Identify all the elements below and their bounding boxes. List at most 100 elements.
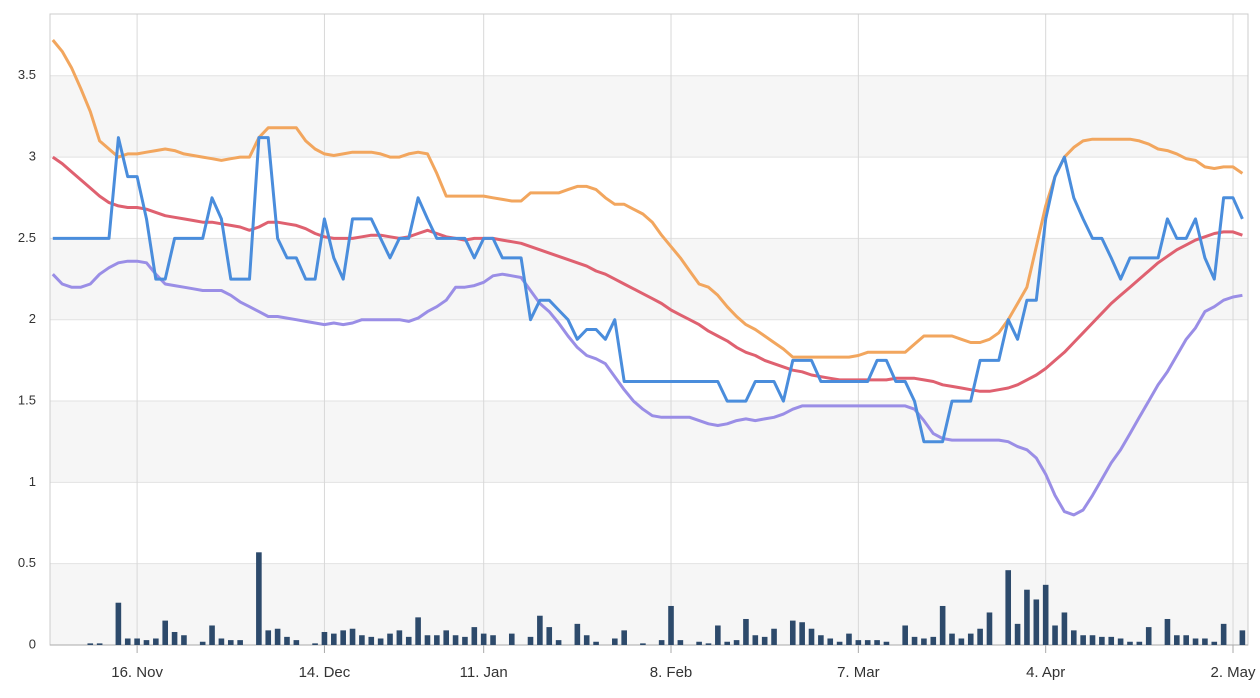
volume-bar xyxy=(209,625,215,645)
x-tick-label: 11. Jan xyxy=(460,664,508,681)
volume-bar xyxy=(237,640,243,645)
volume-bar xyxy=(181,635,187,645)
series-line xyxy=(51,259,1243,517)
volume-bar xyxy=(789,620,796,645)
volume-bar xyxy=(930,636,937,645)
volume-bar xyxy=(612,638,618,645)
volume-bar xyxy=(733,640,740,645)
volume-bar xyxy=(902,625,908,645)
volume-bar xyxy=(808,628,815,645)
volume-bar xyxy=(340,630,346,645)
volume-bar xyxy=(761,636,768,645)
volume-bar xyxy=(574,623,581,645)
volume-bar xyxy=(855,640,862,645)
volume-bar xyxy=(583,635,590,645)
y-tick-label: 2 xyxy=(29,311,36,326)
volume-bar xyxy=(921,638,927,645)
volume-bar xyxy=(799,622,805,645)
volume-bar xyxy=(874,640,880,645)
y-tick-label: 0 xyxy=(29,636,36,651)
volume-bar xyxy=(1211,641,1218,645)
volume-bar xyxy=(171,631,178,645)
volume-bar xyxy=(1052,625,1058,645)
x-tick-label: 7. Mar xyxy=(837,664,880,681)
volume-bar xyxy=(349,628,356,645)
y-tick-label: 3.5 xyxy=(18,67,36,82)
volume-bar xyxy=(1127,641,1133,645)
plot-band xyxy=(50,563,1248,645)
volume-bar xyxy=(87,643,94,645)
volume-bar xyxy=(134,638,140,645)
volume-bar xyxy=(265,630,272,645)
volume-bar xyxy=(1174,635,1180,645)
volume-bar xyxy=(405,636,412,645)
volume-bar xyxy=(452,635,459,645)
volume-bar xyxy=(377,638,384,645)
volume-bar xyxy=(715,625,721,645)
volume-bar xyxy=(143,640,150,645)
volume-bar xyxy=(256,552,262,645)
volume-bar xyxy=(743,618,749,645)
volume-bar xyxy=(218,638,225,645)
volume-bar xyxy=(818,635,824,645)
volume-bar xyxy=(546,627,553,645)
series-line xyxy=(51,39,1244,359)
volume-bar xyxy=(396,630,403,645)
volume-bar xyxy=(1042,584,1049,645)
y-tick-label: 2.5 xyxy=(18,230,36,245)
volume-bar xyxy=(227,640,234,645)
volume-bar xyxy=(640,643,646,645)
volume-bar xyxy=(1005,570,1012,645)
volume-bar xyxy=(846,633,852,645)
volume-bar xyxy=(1089,635,1096,645)
volume-bar xyxy=(1033,599,1040,645)
volume-bar xyxy=(321,631,328,645)
x-tick-label: 2. May xyxy=(1211,664,1257,681)
volume-bar xyxy=(1117,638,1124,645)
volume-bar xyxy=(387,633,393,645)
x-tick-label: 4. Apr xyxy=(1026,664,1065,681)
volume-bar xyxy=(1239,630,1246,645)
y-tick-label: 3 xyxy=(29,149,36,164)
volume-bar xyxy=(864,640,871,645)
volume-bar xyxy=(443,630,450,645)
volume-bar xyxy=(621,630,627,645)
x-tick-label: 16. Nov xyxy=(111,664,163,681)
volume-bar xyxy=(115,602,122,645)
volume-bar xyxy=(312,643,318,645)
volume-bar xyxy=(434,635,440,645)
volume-bar xyxy=(462,636,468,645)
volume-bar xyxy=(1014,623,1021,645)
volume-bar xyxy=(1220,623,1227,645)
volume-bar xyxy=(1024,589,1030,645)
volume-bar xyxy=(480,633,487,645)
volume-bar xyxy=(967,633,974,645)
volume-bar xyxy=(368,636,375,645)
volume-bar xyxy=(199,641,206,645)
volume-bar xyxy=(1061,612,1068,645)
volume-bar xyxy=(537,615,543,645)
volume-bar xyxy=(883,641,890,645)
volume-bar xyxy=(1183,635,1189,645)
plot-band xyxy=(50,75,1248,158)
volume-bar xyxy=(96,643,103,645)
volume-bar xyxy=(696,641,702,645)
volume-bar xyxy=(284,636,290,645)
volume-bar xyxy=(986,612,993,645)
volume-bar xyxy=(658,640,665,645)
volume-bar xyxy=(527,636,534,645)
volume-bar xyxy=(593,641,599,645)
volume-bar xyxy=(153,638,159,645)
volume-bar xyxy=(1080,635,1086,645)
y-tick-label: 0.5 xyxy=(18,555,36,570)
volume-bar xyxy=(1145,627,1152,645)
volume-bar xyxy=(958,638,965,645)
volume-bar xyxy=(424,635,431,645)
volume-bar xyxy=(274,628,281,645)
x-tick-label: 14. Dec xyxy=(299,664,351,681)
volume-bar xyxy=(949,633,955,645)
volume-bar xyxy=(1108,636,1115,645)
volume-bar xyxy=(677,640,684,645)
volume-bar xyxy=(827,638,834,645)
